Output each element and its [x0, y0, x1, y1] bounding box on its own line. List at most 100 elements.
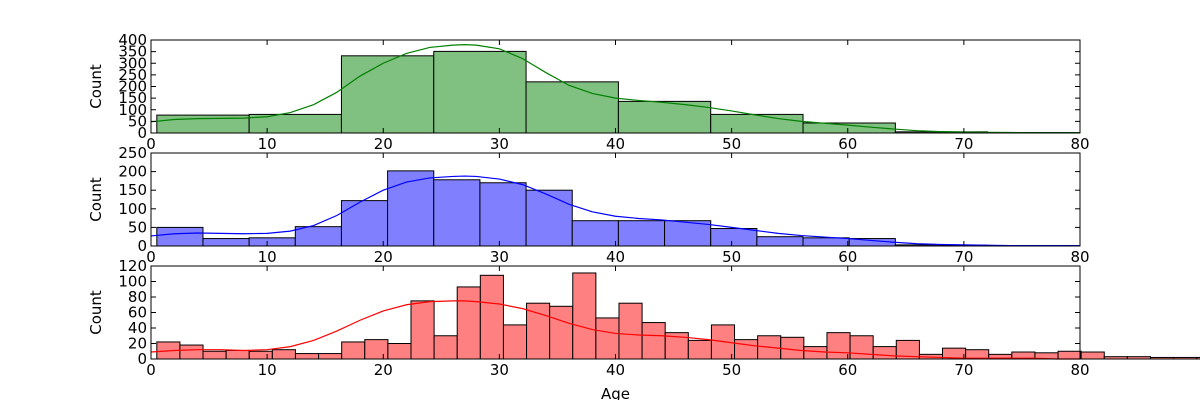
- x-tick-label: 10: [258, 248, 277, 266]
- x-tick-label: 20: [374, 248, 393, 266]
- x-tick-label: 10: [258, 361, 277, 379]
- x-tick-label: 40: [606, 361, 625, 379]
- histogram-bar: [966, 350, 989, 359]
- y-tick-label: 0: [137, 237, 147, 255]
- x-tick-label: 70: [954, 248, 973, 266]
- histogram-bar: [295, 354, 318, 359]
- histogram-bar: [619, 303, 642, 359]
- y-tick-label: 100: [118, 273, 147, 291]
- histogram-bar: [272, 350, 295, 359]
- x-tick-label: 30: [490, 135, 509, 153]
- histogram-bar: [226, 350, 249, 359]
- histogram-bar: [827, 333, 850, 359]
- histogram-bar: [388, 171, 434, 246]
- x-tick-label: 60: [838, 361, 857, 379]
- y-tick-label: 80: [128, 288, 147, 306]
- y-tick-label: 200: [118, 163, 147, 181]
- y-tick-label: 40: [128, 319, 147, 337]
- x-tick-label: 30: [490, 361, 509, 379]
- histogram-bar: [457, 287, 480, 359]
- histogram-bar: [573, 273, 596, 359]
- y-tick-label: 150: [118, 181, 147, 199]
- histogram-bar: [735, 340, 758, 359]
- histogram-bar: [434, 336, 457, 359]
- histogram-bar: [342, 342, 365, 359]
- histogram-bar: [1058, 351, 1081, 359]
- y-axis-label: Count: [87, 177, 105, 222]
- x-axis-label: Age: [601, 385, 630, 400]
- histogram-bar: [341, 56, 433, 133]
- x-tick-label: 60: [838, 248, 857, 266]
- x-tick-label: 0: [146, 135, 156, 153]
- y-tick-label: 0: [137, 350, 147, 368]
- histogram-bar: [434, 51, 526, 133]
- x-tick-label: 0: [146, 248, 156, 266]
- x-tick-label: 80: [1070, 361, 1089, 379]
- x-tick-label: 70: [954, 135, 973, 153]
- histogram-bar: [434, 180, 480, 246]
- histogram-bar: [711, 114, 803, 133]
- y-tick-label: 250: [118, 144, 147, 162]
- histogram-bar: [203, 239, 249, 246]
- histogram-bar: [550, 306, 573, 359]
- histogram-bar: [295, 227, 341, 246]
- histogram-bar: [1150, 357, 1173, 359]
- histogram-bar: [157, 227, 203, 246]
- histogram-bar: [365, 340, 388, 359]
- x-tick-label: 20: [374, 361, 393, 379]
- histogram-bar: [1127, 357, 1150, 359]
- x-tick-label: 60: [838, 135, 857, 153]
- y-tick-label: 20: [128, 335, 147, 353]
- histogram-bar: [757, 237, 803, 246]
- histogram-bar: [572, 221, 618, 246]
- histogram-bar: [527, 303, 550, 359]
- y-tick-label: 400: [118, 31, 147, 49]
- x-tick-label: 40: [606, 135, 625, 153]
- histogram-bar: [618, 221, 664, 246]
- histogram-bar: [503, 325, 526, 359]
- y-tick-label: 60: [128, 304, 147, 322]
- histogram-bar: [642, 323, 665, 359]
- x-tick-label: 20: [374, 135, 393, 153]
- x-tick-label: 30: [490, 248, 509, 266]
- y-tick-label: 50: [128, 218, 147, 236]
- histogram-bar: [688, 340, 711, 359]
- histogram-bar: [1174, 357, 1197, 359]
- histogram-bar: [388, 344, 411, 360]
- x-tick-label: 10: [258, 135, 277, 153]
- histogram-bar: [249, 238, 295, 246]
- y-tick-label: 120: [118, 257, 147, 275]
- histogram-bar: [411, 301, 434, 359]
- histogram-bar: [203, 351, 226, 359]
- x-tick-label: 40: [606, 248, 625, 266]
- histogram-bar: [596, 318, 619, 359]
- histogram-bar: [803, 238, 849, 246]
- y-tick-label: 100: [118, 200, 147, 218]
- histogram-bar: [850, 336, 873, 359]
- x-tick-label: 50: [722, 361, 741, 379]
- x-tick-label: 0: [146, 361, 156, 379]
- histogram-bar: [480, 275, 503, 359]
- x-tick-label: 80: [1070, 248, 1089, 266]
- histogram-bar: [804, 347, 827, 359]
- x-tick-label: 50: [722, 135, 741, 153]
- histogram-bar: [341, 201, 387, 246]
- histogram-bar: [1081, 352, 1104, 359]
- x-tick-label: 70: [954, 361, 973, 379]
- histogram-bar: [781, 337, 804, 359]
- x-tick-label: 50: [722, 248, 741, 266]
- histogram-bar: [480, 183, 526, 246]
- histogram-bar: [249, 351, 272, 359]
- x-tick-label: 80: [1070, 135, 1089, 153]
- histogram-bar: [1104, 357, 1127, 359]
- histogram-bar: [180, 345, 203, 359]
- y-axis-label: Count: [87, 64, 105, 109]
- histogram-bar: [319, 354, 342, 359]
- histogram-bar: [711, 229, 757, 246]
- histogram-bar: [526, 82, 618, 133]
